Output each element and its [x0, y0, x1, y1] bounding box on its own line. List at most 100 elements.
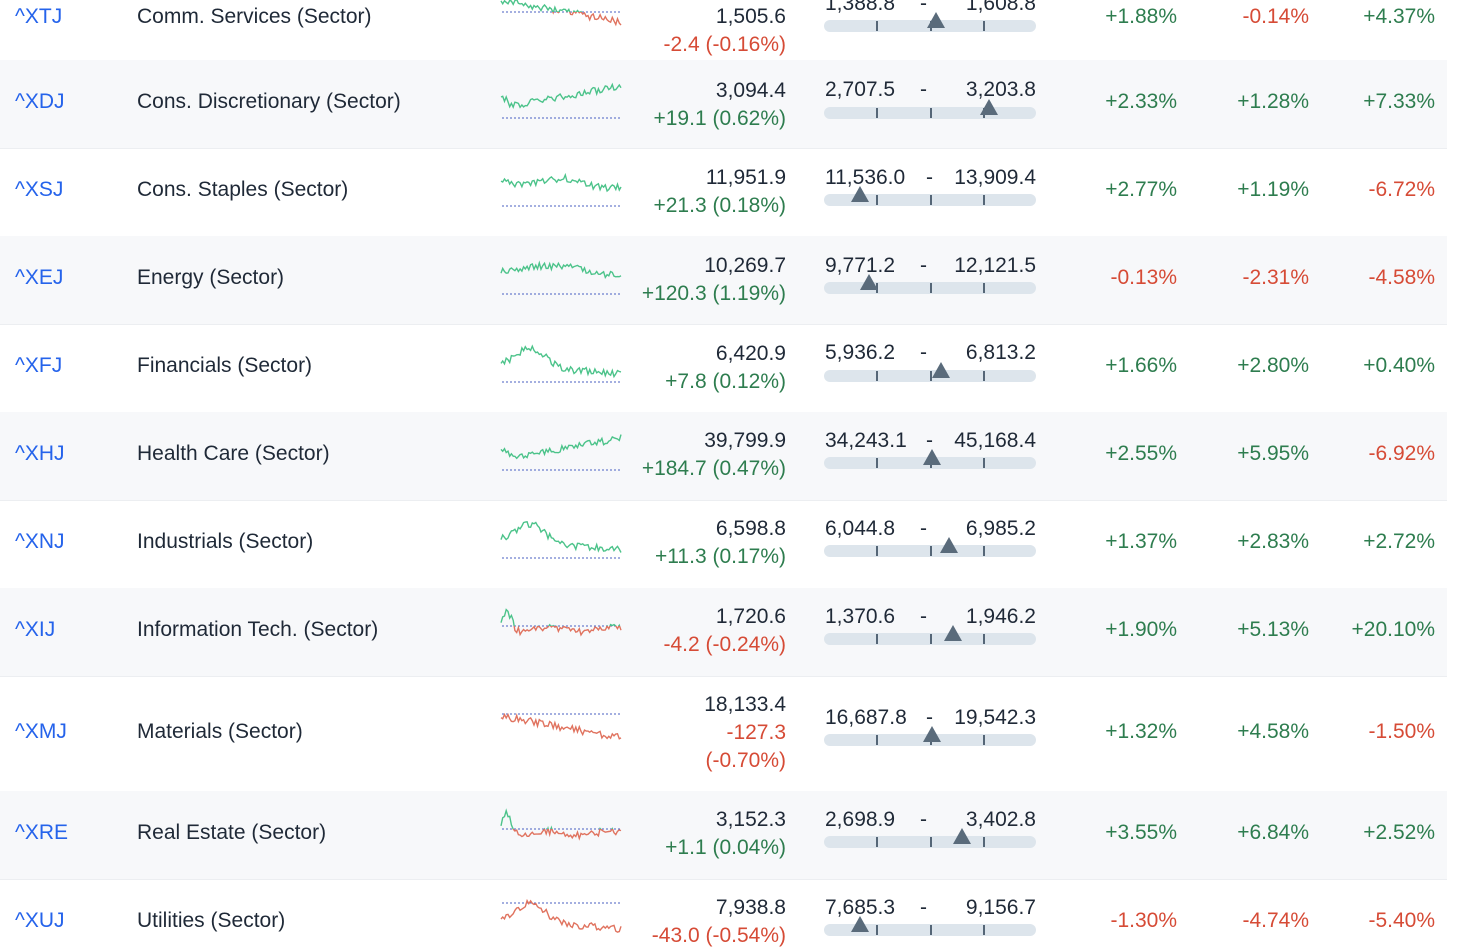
performance-2: +5.13% — [1237, 618, 1309, 641]
range-tick — [983, 371, 985, 381]
table-row[interactable]: ^XNJ Industrials (Sector) 6,598.8 +11.3 (0.… — [0, 500, 1447, 589]
sparkline-chart — [500, 260, 622, 295]
last-price: 10,269.7 — [704, 254, 786, 277]
range-tick — [876, 735, 878, 745]
range-tick — [930, 195, 932, 205]
price-block: 6,420.9 +7.8 (0.12%) — [586, 340, 786, 396]
performance-3: +2.72% — [1363, 530, 1435, 553]
performance-1: +2.33% — [1105, 90, 1177, 113]
symbol-link[interactable]: ^XIJ — [15, 618, 56, 641]
table-row[interactable]: ^XSJ Cons. Staples (Sector) 11,951.9 +21.3 … — [0, 148, 1447, 237]
symbol-link[interactable]: ^XTJ — [15, 5, 63, 28]
table-row[interactable]: ^XRE Real Estate (Sector) 3,152.3 +1.1 (0.0… — [0, 791, 1447, 880]
sector-name: Real Estate (Sector) — [137, 821, 327, 844]
symbol-link[interactable]: ^XDJ — [15, 90, 65, 113]
performance-1: +1.37% — [1105, 530, 1177, 553]
price-change: +7.8 (0.12%) — [665, 370, 786, 393]
price-block: 3,094.4 +19.1 (0.62%) — [586, 77, 786, 133]
sparkline-line — [500, 808, 622, 841]
price-change: +120.3 (1.19%) — [641, 282, 786, 305]
table-row[interactable]: ^XEJ Energy (Sector) 10,269.7 +120.3 (1.19%… — [0, 236, 1447, 325]
price-block: 10,269.7 +120.3 (1.19%) — [586, 252, 786, 308]
table-row[interactable]: ^XMJ Materials (Sector) 18,133.4 -127.3 (-0.… — [0, 676, 1447, 792]
range-low: 1,388.8 — [825, 0, 896, 15]
symbol-link[interactable]: ^XMJ — [15, 719, 67, 743]
symbol-link[interactable]: ^XFJ — [15, 354, 63, 377]
table-row[interactable]: ^XHJ Health Care (Sector) 39,799.9 +184.7 (… — [0, 412, 1447, 501]
table-row[interactable]: ^XDJ Cons. Discretionary (Sector) 3,094.4 +… — [0, 60, 1447, 149]
price-change: -4.2 (-0.24%) — [663, 633, 786, 656]
symbol-link[interactable]: ^XRE — [15, 821, 69, 844]
performance-1: +1.32% — [1105, 719, 1177, 743]
performance-1: +3.55% — [1105, 821, 1177, 844]
performance-2: +5.95% — [1237, 442, 1309, 465]
performance-1: -0.13% — [1110, 266, 1177, 289]
last-price: 11,951.9 — [705, 166, 786, 189]
sparkline-chart — [500, 344, 622, 383]
performance-2: +2.80% — [1237, 354, 1309, 377]
range-tick — [983, 195, 985, 205]
range-low: 2,698.9 — [825, 808, 896, 831]
sparkline-chart — [500, 608, 622, 637]
sparkline-chart — [500, 82, 622, 119]
symbol-link[interactable]: ^XSJ — [15, 178, 64, 201]
range-tick — [876, 195, 878, 205]
symbol-link[interactable]: ^XEJ — [15, 266, 64, 289]
sparkline-chart — [500, 712, 622, 740]
table-row[interactable]: ^XIJ Information Tech. (Sector) 1,720.6 -4.… — [0, 588, 1447, 677]
sparkline-line — [500, 898, 622, 933]
range-tick — [876, 925, 878, 935]
performance-1: -1.30% — [1110, 909, 1177, 932]
sector-name: Industrials (Sector) — [137, 530, 314, 553]
price-change: +21.3 (0.18%) — [653, 194, 786, 217]
range-separator: - — [920, 605, 927, 628]
range-bar — [824, 828, 1036, 848]
last-price: 6,420.9 — [715, 342, 786, 365]
symbol-link[interactable]: ^XNJ — [15, 530, 65, 553]
table-row[interactable]: ^XUJ Utilities (Sector) 7,938.8 -43.0 (-0.5… — [0, 879, 1447, 950]
range-tick — [930, 634, 932, 644]
range-tick — [930, 925, 932, 935]
performance-3: -4.58% — [1368, 266, 1435, 289]
range-low: 11,536.0 — [825, 166, 906, 189]
range-tick — [930, 108, 932, 118]
range-tick — [983, 634, 985, 644]
sector-name: Utilities (Sector) — [137, 909, 286, 932]
price-block: 11,951.9 +21.3 (0.18%) — [586, 164, 786, 220]
range-bar — [824, 362, 1036, 382]
range-position-marker — [923, 449, 942, 465]
table-row[interactable]: ^XFJ Financials (Sector) 6,420.9 +7.8 (0.12… — [0, 324, 1447, 413]
performance-2: +6.84% — [1237, 821, 1309, 844]
last-price: 1,505.6 — [715, 5, 786, 28]
range-bar — [824, 99, 1036, 119]
range-high: 13,909.4 — [954, 166, 1036, 189]
table-row[interactable]: ^XTJ Comm. Services (Sector) 1,505.6 -2.4 (… — [0, 0, 1447, 61]
range-bar — [824, 186, 1036, 206]
range-tick — [930, 546, 932, 556]
price-block: 6,598.8 +11.3 (0.17%) — [586, 515, 786, 571]
range-position-marker — [923, 726, 942, 742]
range-tick — [876, 837, 878, 847]
range-high: 12,121.5 — [954, 254, 1036, 277]
sparkline-chart — [500, 434, 622, 471]
last-price: 6,598.8 — [715, 517, 786, 540]
range-high: 45,168.4 — [954, 429, 1036, 452]
performance-2: +4.58% — [1237, 719, 1309, 743]
sparkline-line — [500, 521, 622, 553]
symbol-link[interactable]: ^XHJ — [15, 442, 65, 465]
symbol-link[interactable]: ^XUJ — [15, 909, 65, 932]
sector-name: Health Care (Sector) — [137, 442, 330, 465]
range-bar — [824, 625, 1036, 645]
sparkline-line — [500, 172, 622, 193]
performance-1: +2.77% — [1105, 178, 1177, 201]
range-tick — [983, 837, 985, 847]
range-position-marker — [931, 362, 950, 378]
price-change: +1.1 (0.04%) — [665, 836, 786, 859]
range-low: 7,685.3 — [825, 896, 896, 919]
price-change: -2.4 (-0.16%) — [663, 33, 786, 56]
range-high: 3,402.8 — [965, 808, 1036, 831]
range-position-marker — [952, 828, 971, 844]
range-tick — [983, 283, 985, 293]
range-tick — [876, 371, 878, 381]
price-change-percent: (-0.70%) — [705, 749, 786, 772]
